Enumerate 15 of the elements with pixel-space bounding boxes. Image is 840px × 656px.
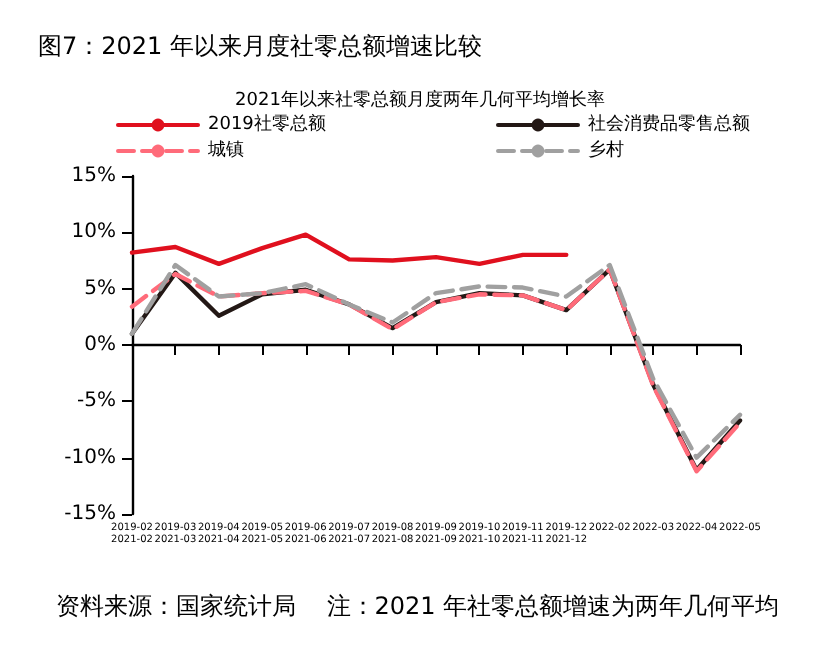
legend-label: 社会消费品零售总额 <box>588 113 750 135</box>
legend-label: 城镇 <box>206 139 244 161</box>
legend-label: 2019社零总额 <box>208 113 326 135</box>
y-tick-label: -5% <box>77 390 116 413</box>
text: 资料来源：国家统计局 注：2021 年社零总额增速为两年几何平均 <box>56 592 780 620</box>
line-series <box>129 232 569 267</box>
legend-label: 乡村 <box>588 139 624 161</box>
chart-subtitle: 2021年以来社零总额月度两年几何平均增长率 <box>235 89 605 111</box>
y-tick-label: 5% <box>84 277 116 300</box>
chart-title: 图7：2021 年以来月度社零总额增速比较 <box>38 32 482 60</box>
y-tick-label: 10% <box>71 221 116 244</box>
y-tick-label: -10% <box>64 446 116 469</box>
y-tick-label: 15% <box>71 165 116 187</box>
y-tick-label: -15% <box>64 503 116 525</box>
y-tick-label: 0% <box>84 334 116 356</box>
